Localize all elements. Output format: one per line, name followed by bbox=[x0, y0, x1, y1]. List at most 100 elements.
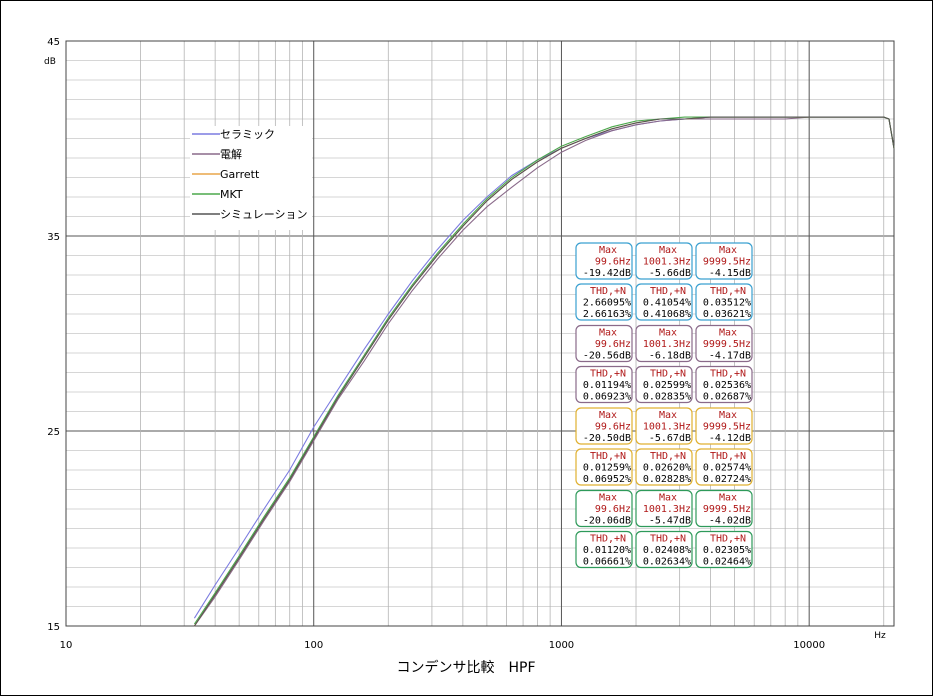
readout-heading: THD,+N bbox=[710, 451, 746, 462]
readout-heading: Max bbox=[599, 493, 617, 504]
readout-heading: Max bbox=[719, 410, 737, 421]
readout-value: 0.02828% bbox=[643, 474, 691, 485]
readout-value: 0.03621% bbox=[703, 309, 751, 320]
readout-heading: Max bbox=[719, 328, 737, 339]
readout-value: -4.17dB bbox=[709, 351, 751, 362]
legend-label: Garrett bbox=[220, 168, 260, 181]
readout-value: 9999.5Hz bbox=[703, 422, 751, 433]
readout-heading: THD,+N bbox=[590, 451, 626, 462]
readout-heading: THD,+N bbox=[650, 369, 686, 380]
readout-value: -4.02dB bbox=[709, 516, 751, 527]
max-readout-box bbox=[635, 489, 693, 528]
max-readout-box bbox=[575, 489, 633, 528]
readout-heading: THD,+N bbox=[710, 286, 746, 297]
readout-value: 99.6Hz bbox=[595, 422, 631, 433]
readout-value: 0.01120% bbox=[583, 545, 631, 556]
y-tick-label: 15 bbox=[47, 622, 60, 633]
readout-value: -19.42dB bbox=[583, 268, 631, 279]
x-tick-label: 10000 bbox=[793, 640, 825, 651]
readout-value: 99.6Hz bbox=[595, 339, 631, 350]
thd-readout-box bbox=[635, 283, 693, 321]
readout-heading: THD,+N bbox=[710, 534, 746, 545]
readout-heading: Max bbox=[599, 410, 617, 421]
readout-heading: THD,+N bbox=[710, 369, 746, 380]
readout-value: 99.6Hz bbox=[595, 504, 631, 515]
thd-readout-box bbox=[695, 448, 753, 486]
readout-value: 0.02620% bbox=[643, 463, 691, 474]
max-readout-box bbox=[695, 242, 753, 280]
plot-border bbox=[65, 40, 895, 627]
readout-heading: THD,+N bbox=[650, 286, 686, 297]
readout-value: 0.41068% bbox=[643, 309, 691, 320]
legend-label: セラミック bbox=[220, 128, 275, 141]
readout-value: -5.47dB bbox=[649, 516, 691, 527]
readout-heading: THD,+N bbox=[590, 534, 626, 545]
readout-value: 0.02464% bbox=[703, 557, 751, 568]
readout-value: 1001.3Hz bbox=[643, 257, 691, 268]
readout-value: 0.03512% bbox=[703, 298, 751, 309]
y-tick-label: 35 bbox=[47, 232, 60, 243]
max-readout-box bbox=[695, 324, 753, 363]
thd-readout-box bbox=[695, 530, 753, 569]
readout-value: 0.06923% bbox=[583, 392, 631, 403]
y-unit-label: dB bbox=[44, 57, 56, 67]
max-readout-box bbox=[575, 407, 633, 445]
readout-value: -6.18dB bbox=[649, 351, 691, 362]
thd-readout-box bbox=[635, 365, 693, 404]
readout-value: -5.67dB bbox=[649, 433, 691, 444]
thd-readout-box bbox=[695, 365, 753, 404]
readout-value: 0.02536% bbox=[703, 380, 751, 391]
max-readout-box bbox=[695, 407, 753, 445]
legend-label: シミュレーション bbox=[220, 208, 308, 221]
legend-background bbox=[190, 126, 312, 230]
readout-value: -4.15dB bbox=[709, 268, 751, 279]
readout-heading: Max bbox=[599, 245, 617, 256]
x-tick-label: 1000 bbox=[549, 640, 574, 651]
y-tick-label: 25 bbox=[47, 427, 60, 438]
readout-value: 0.02574% bbox=[703, 463, 751, 474]
max-readout-box bbox=[635, 242, 693, 280]
readout-heading: Max bbox=[659, 493, 677, 504]
readout-value: 2.66095% bbox=[583, 298, 631, 309]
readout-heading: Max bbox=[659, 328, 677, 339]
readout-value: 9999.5Hz bbox=[703, 257, 751, 268]
readout-value: 2.66163% bbox=[583, 309, 631, 320]
readout-heading: Max bbox=[719, 245, 737, 256]
readout-value: 99.6Hz bbox=[595, 257, 631, 268]
readout-value: 0.02835% bbox=[643, 392, 691, 403]
thd-readout-box bbox=[575, 365, 633, 404]
readout-heading: THD,+N bbox=[650, 534, 686, 545]
readout-value: 0.06661% bbox=[583, 557, 631, 568]
max-readout-box bbox=[575, 324, 633, 363]
readout-value: 9999.5Hz bbox=[703, 504, 751, 515]
readout-heading: THD,+N bbox=[650, 451, 686, 462]
readout-heading: Max bbox=[659, 245, 677, 256]
y-tick-label: 45 bbox=[47, 37, 60, 48]
readout-value: -5.66dB bbox=[649, 268, 691, 279]
readout-value: -20.50dB bbox=[583, 433, 631, 444]
readout-value: 0.06952% bbox=[583, 474, 631, 485]
series-line-5 bbox=[193, 116, 895, 627]
readout-value: 0.02687% bbox=[703, 392, 751, 403]
readout-value: 0.01259% bbox=[583, 463, 631, 474]
readout-value: 1001.3Hz bbox=[643, 422, 691, 433]
max-readout-box bbox=[695, 489, 753, 528]
readout-value: 1001.3Hz bbox=[643, 504, 691, 515]
thd-readout-box bbox=[575, 530, 633, 569]
max-readout-box bbox=[635, 324, 693, 363]
readout-value: 9999.5Hz bbox=[703, 339, 751, 350]
readout-value: 0.02634% bbox=[643, 557, 691, 568]
chart-title: コンデンサ比較 HPF bbox=[396, 659, 535, 676]
readout-value: 0.02305% bbox=[703, 545, 751, 556]
readout-value: -4.12dB bbox=[709, 433, 751, 444]
readout-value: 0.02408% bbox=[643, 545, 691, 556]
readout-value: 0.41054% bbox=[643, 298, 691, 309]
readout-value: -20.56dB bbox=[583, 351, 631, 362]
x-tick-label: 10 bbox=[60, 640, 73, 651]
x-unit-label: Hz bbox=[874, 631, 886, 641]
readout-heading: Max bbox=[659, 410, 677, 421]
